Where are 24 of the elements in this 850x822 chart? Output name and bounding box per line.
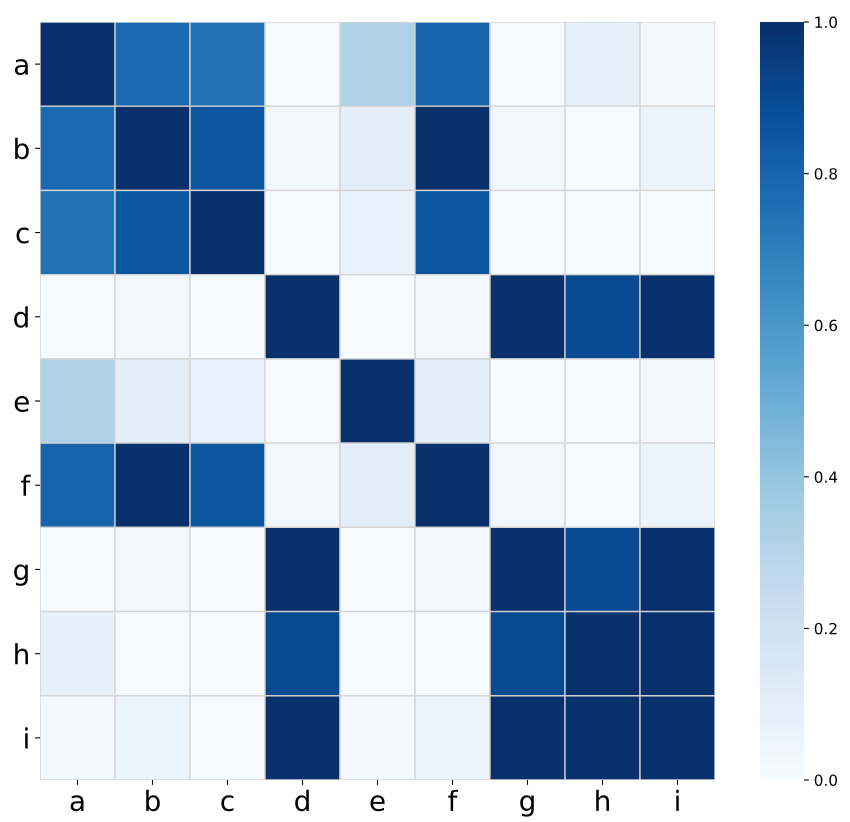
x-tick-label: h (596, 790, 609, 811)
x-tick-label: d (295, 790, 309, 812)
color-bar-label: 0.6 (814, 320, 838, 332)
x-tick-label: b (146, 790, 160, 812)
color-bar-label: 1.0 (815, 16, 838, 28)
color-bar-label: 0.4 (814, 471, 838, 483)
x-tick-label: f (448, 790, 458, 811)
color-bar-label: 0.2 (814, 622, 836, 634)
x-tick-label: c (221, 795, 234, 812)
x-tick-label: e (370, 795, 385, 812)
y-tick-label: i (25, 727, 28, 748)
color-bar-label: 0.0 (814, 774, 838, 786)
y-tick-label: b (15, 138, 29, 160)
x-tick-label: a (70, 795, 84, 812)
y-tick-label: c (16, 228, 29, 244)
y-tick-label: f (21, 474, 31, 496)
y-tick-label: a (14, 59, 28, 76)
y-tick-label: d (14, 306, 28, 328)
x-tick-label: g (520, 795, 534, 817)
color-bar-label: 0.8 (814, 168, 837, 180)
y-tick-label: e (14, 396, 29, 412)
y-tick-label: g (14, 564, 28, 586)
x-tick-label: i (676, 790, 679, 811)
y-tick-label: h (15, 643, 28, 664)
